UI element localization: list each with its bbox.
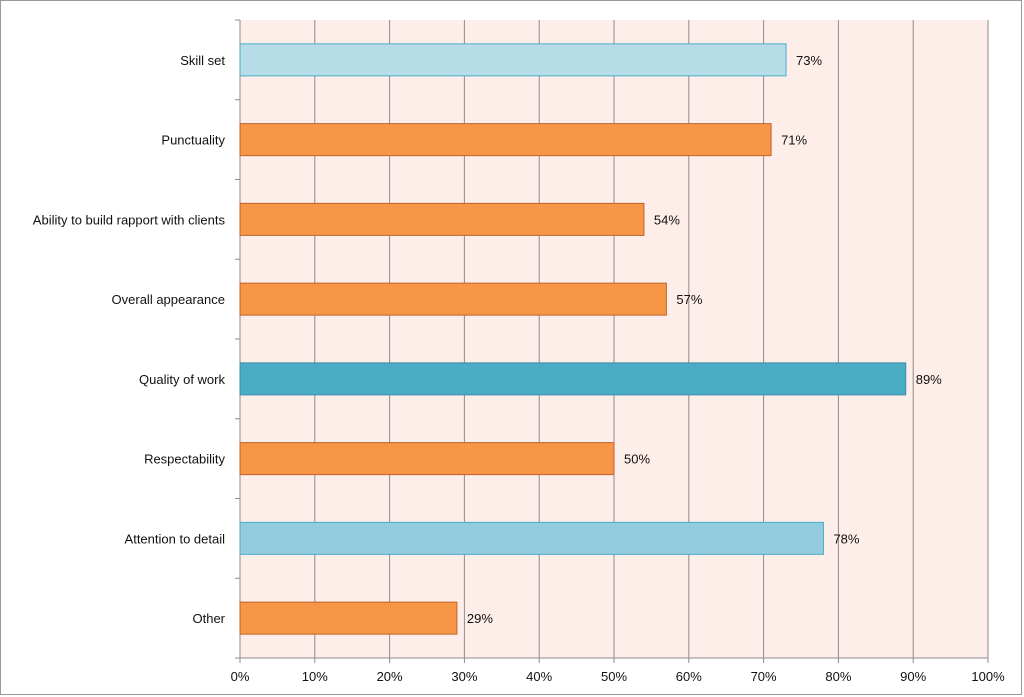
data-label: 57%	[676, 292, 702, 307]
x-tick-label: 70%	[751, 669, 777, 684]
x-tick-label: 40%	[526, 669, 552, 684]
data-label: 89%	[916, 372, 942, 387]
x-tick-label: 0%	[231, 669, 250, 684]
category-label: Other	[192, 611, 225, 626]
bar	[239, 43, 787, 77]
category-label: Attention to detail	[125, 531, 226, 546]
category-label: Ability to build rapport with clients	[33, 212, 226, 227]
labels: 0% 10% 20% 30% 40% 50% 60% 70% 80% 90% 100% Skill s…	[33, 53, 1005, 684]
x-tick-label: 20%	[377, 669, 403, 684]
x-tick-label: 10%	[302, 669, 328, 684]
data-label: 71%	[781, 133, 807, 148]
data-label: 50%	[624, 452, 650, 467]
bar	[239, 521, 824, 555]
bar	[239, 282, 667, 316]
bar	[239, 601, 458, 635]
category-label: Punctuality	[161, 133, 225, 148]
x-tick-label: 60%	[676, 669, 702, 684]
bar	[239, 123, 772, 157]
bar	[239, 362, 907, 396]
category-label: Respectability	[144, 452, 225, 467]
bars	[239, 43, 907, 635]
category-label: Quality of work	[139, 372, 225, 387]
category-label: Skill set	[180, 53, 225, 68]
category-label: Overall appearance	[112, 292, 225, 307]
x-tick-label: 90%	[900, 669, 926, 684]
data-label: 54%	[654, 212, 680, 227]
x-tick-label: 100%	[971, 669, 1005, 684]
data-label: 73%	[796, 53, 822, 68]
x-tick-label: 80%	[825, 669, 851, 684]
x-tick-label: 30%	[451, 669, 477, 684]
data-label: 29%	[467, 611, 493, 626]
bar	[239, 442, 615, 476]
data-label: 78%	[833, 531, 859, 546]
x-tick-label: 50%	[601, 669, 627, 684]
bar	[239, 202, 645, 236]
